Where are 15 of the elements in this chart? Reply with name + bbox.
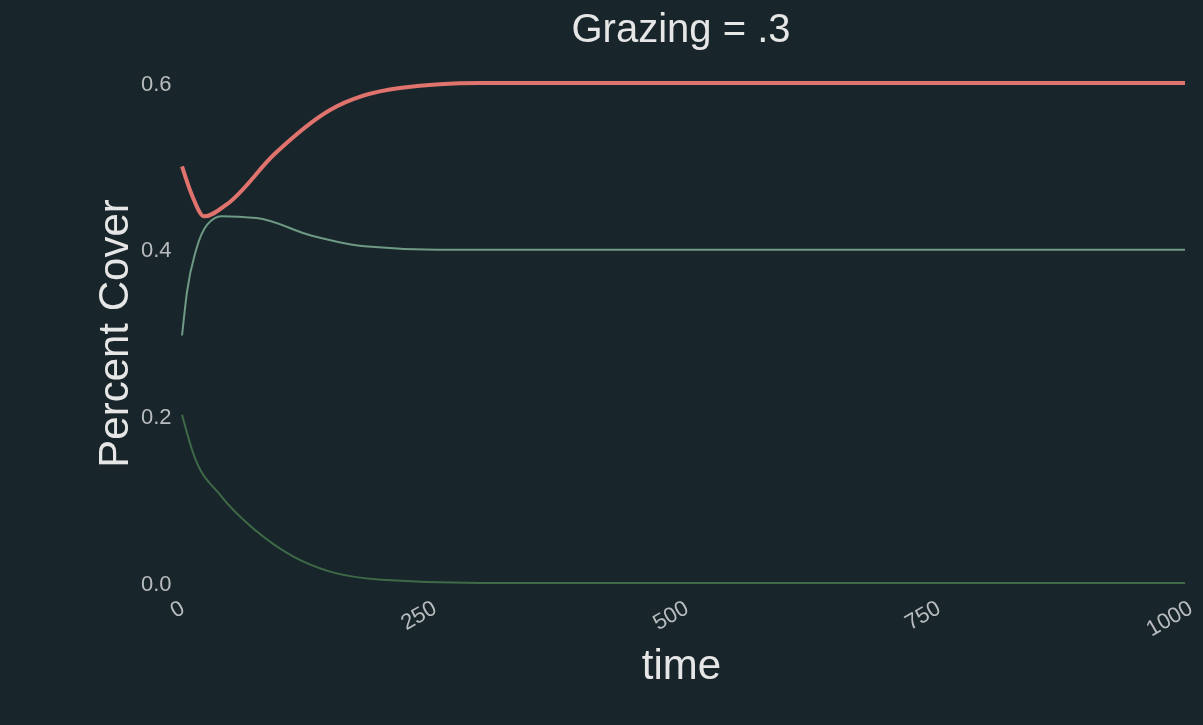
x-tick-label: 750: [900, 594, 945, 635]
line-series: [181, 215, 1186, 337]
line-series: [180, 81, 1187, 219]
x-axis-title: time: [641, 641, 722, 689]
y-tick-label: 0.2: [140, 403, 172, 429]
x-tick-label: 0: [165, 594, 189, 623]
y-tick-label: 0.4: [140, 237, 172, 263]
x-tick-label: 500: [648, 594, 693, 635]
line-series: [181, 413, 1186, 584]
y-axis-title: Percent Cover: [89, 199, 137, 468]
y-tick-label: 0.0: [140, 570, 172, 596]
y-tick-label: 0.6: [140, 70, 172, 96]
chart-title: Grazing = .3: [571, 6, 791, 50]
x-tick-label: 250: [396, 594, 441, 635]
x-tick-label: 1000: [1141, 594, 1197, 642]
